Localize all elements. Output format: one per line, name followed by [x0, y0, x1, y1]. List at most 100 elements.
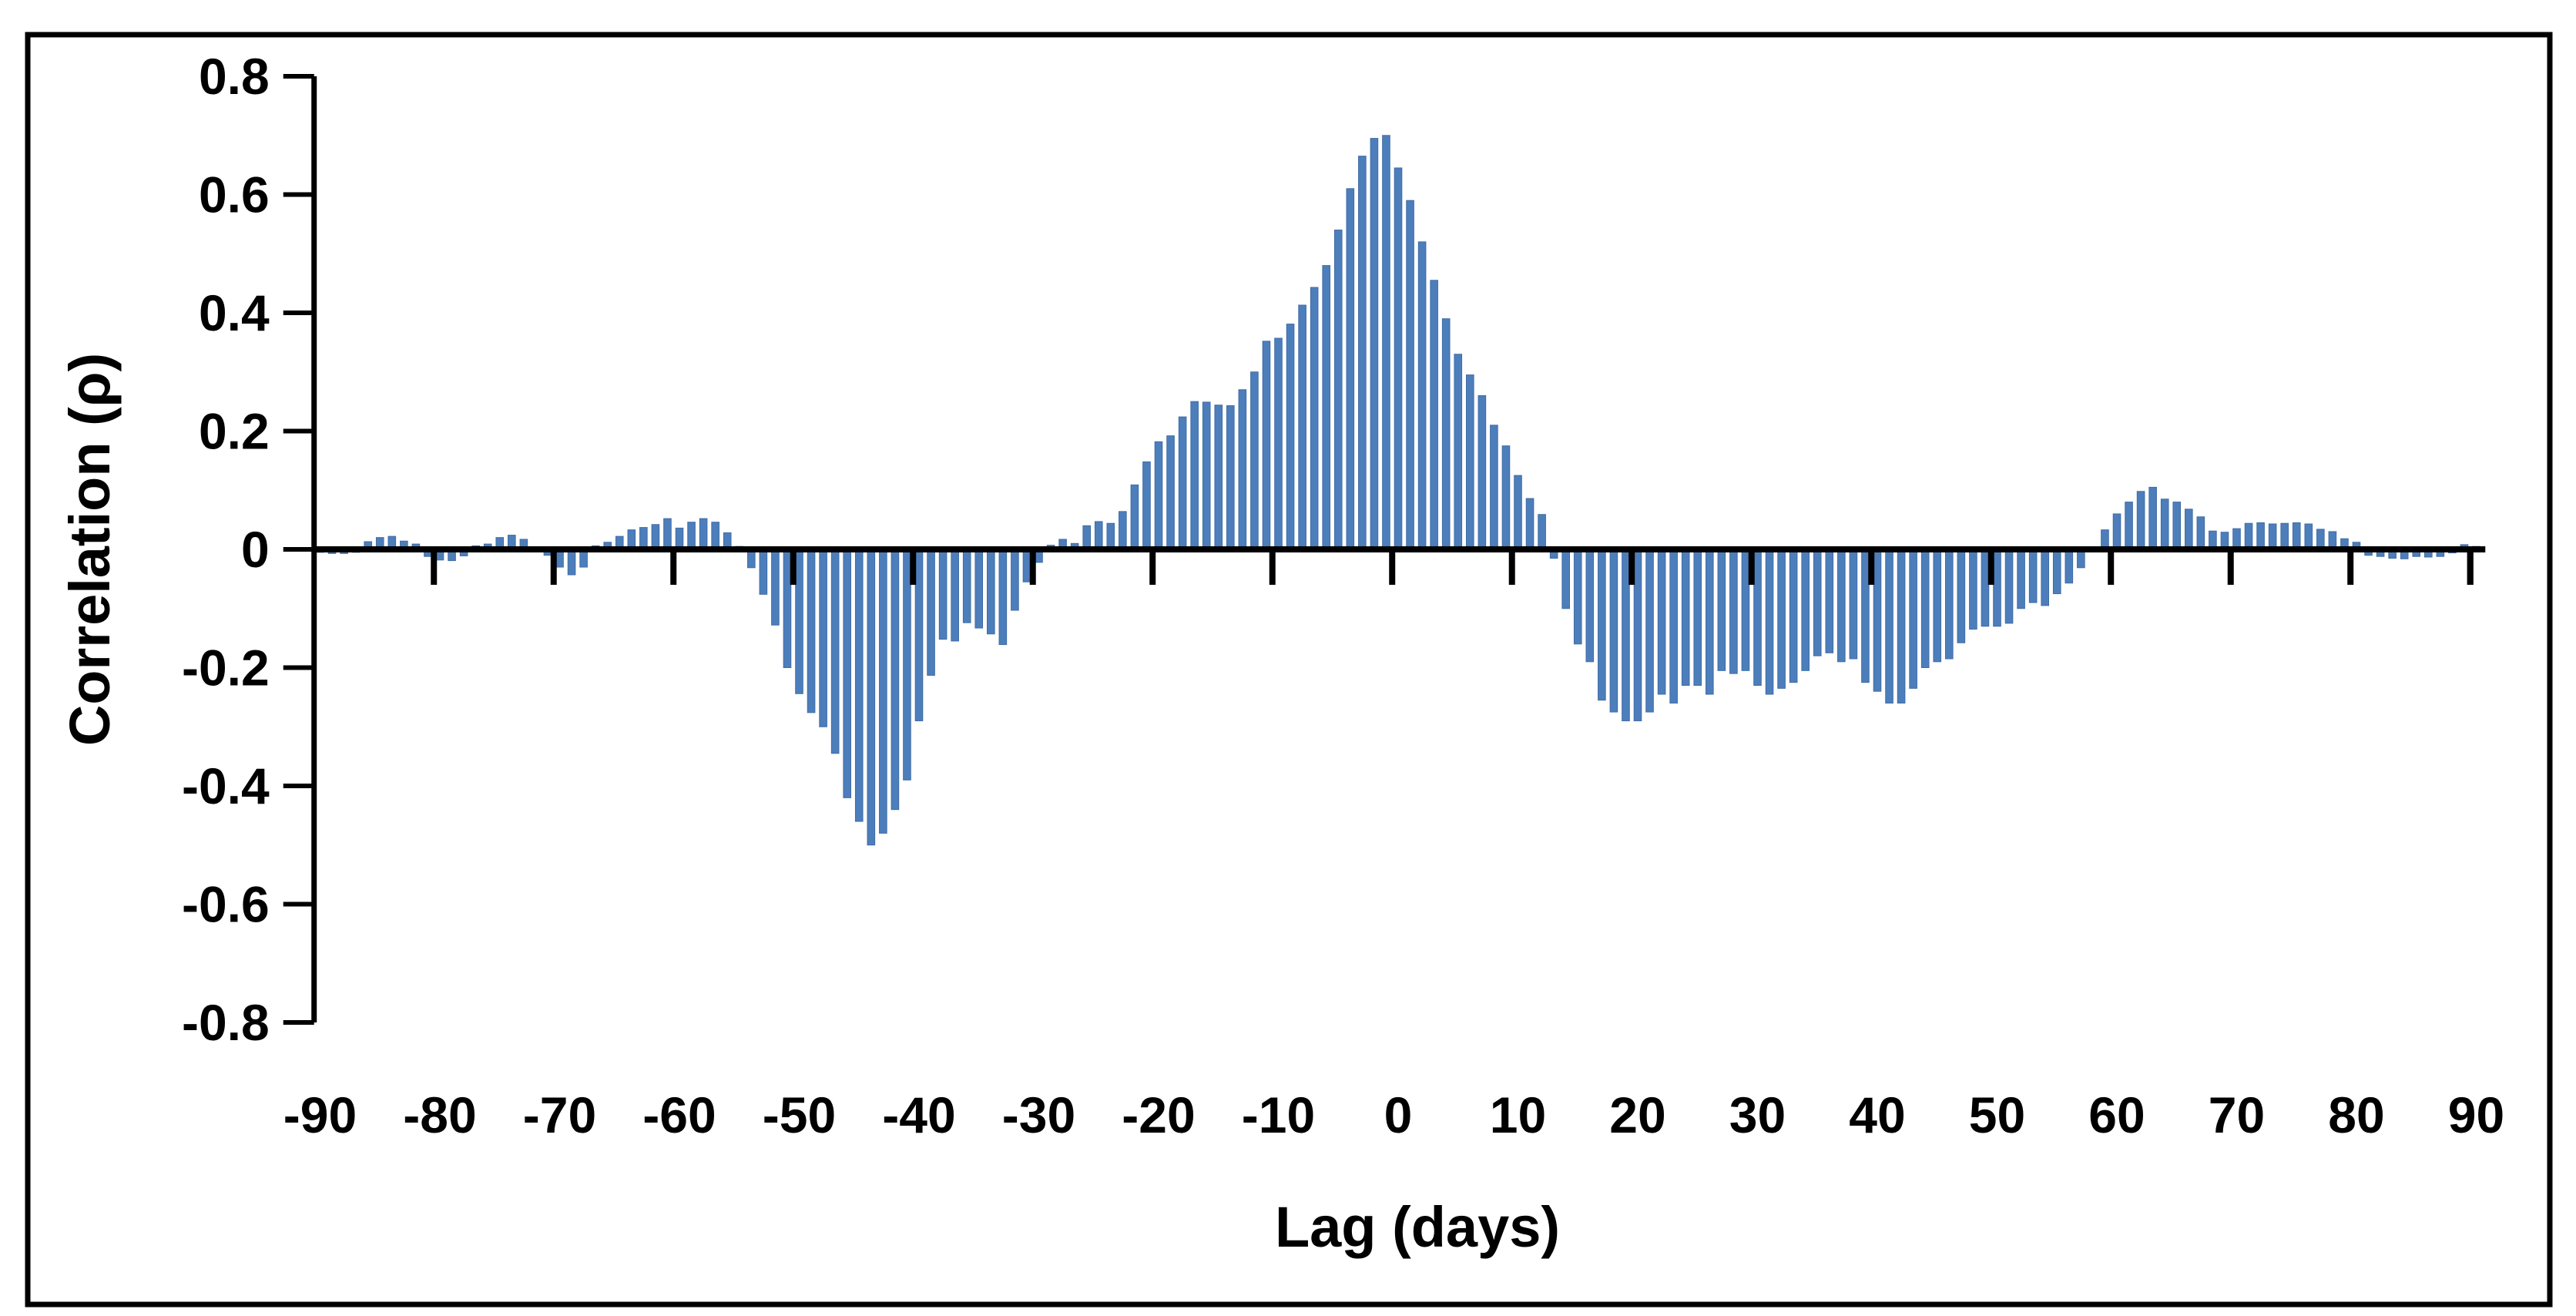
bar-lag-47 — [1957, 549, 1966, 643]
bar-lag-3 — [1430, 280, 1438, 550]
bar-lag--33 — [998, 549, 1008, 646]
bar-lag--60 — [675, 527, 684, 550]
bar-lag--21 — [1142, 461, 1151, 550]
bar-lag-56 — [2064, 549, 2074, 584]
bar-lag-36 — [1825, 549, 1834, 653]
bar-lag--36 — [962, 549, 971, 623]
x-tick-label: -60 — [642, 1086, 716, 1143]
bar-lag-9 — [1501, 445, 1511, 550]
bar-lag-20 — [1633, 549, 1642, 722]
bar-lag--57 — [711, 522, 719, 550]
bar-lag--69 — [567, 549, 576, 576]
bar-lag-1 — [1406, 200, 1414, 550]
bar-lag-38 — [1849, 549, 1858, 660]
bar-lag-45 — [1933, 549, 1942, 663]
bar-lag-71 — [2244, 522, 2253, 550]
bar-lag-21 — [1645, 549, 1654, 713]
bar-lag--18 — [1178, 416, 1187, 550]
bar-lag--3 — [1358, 156, 1367, 550]
bar-lag-18 — [1609, 549, 1618, 713]
bar-lag--39 — [927, 549, 935, 676]
bar-lag--46 — [843, 549, 852, 798]
bar-lag--22 — [1130, 484, 1139, 550]
bar-lag-7 — [1478, 394, 1487, 550]
x-tick-label: 80 — [2328, 1086, 2384, 1143]
y-tick-label: 0.6 — [199, 166, 270, 223]
x-tick-label: 50 — [1969, 1086, 2025, 1143]
bar-lag--50 — [795, 549, 803, 694]
bar-lag--25 — [1094, 521, 1103, 550]
x-tick-label: -80 — [403, 1086, 476, 1143]
bar-lag--17 — [1190, 401, 1199, 550]
bar-lag-12 — [1538, 514, 1546, 550]
bar-lag--1 — [1382, 135, 1390, 550]
bar-lag-5 — [1454, 354, 1463, 550]
bar-lag--51 — [783, 549, 792, 668]
bar-lag--4 — [1346, 188, 1355, 550]
bar-lag--16 — [1202, 401, 1211, 550]
bar-lag-39 — [1861, 549, 1870, 683]
bar-lag-60 — [2112, 513, 2122, 550]
bar-lag--8 — [1298, 304, 1306, 550]
x-tick-label: 20 — [1609, 1086, 1665, 1143]
bar-lag--58 — [699, 518, 708, 550]
bar-lag-42 — [1897, 549, 1906, 704]
bar-lag--37 — [951, 549, 959, 642]
x-tick-label: -30 — [1002, 1086, 1075, 1143]
bar-lag--63 — [639, 527, 648, 550]
bar-lag-16 — [1585, 549, 1595, 663]
bar-lag--23 — [1119, 511, 1127, 550]
bar-lag--12 — [1250, 371, 1259, 550]
bar-lag-67 — [2196, 516, 2205, 550]
bar-lag-62 — [2136, 491, 2145, 550]
y-tick-label: -0.6 — [182, 876, 270, 933]
bar-lag--26 — [1082, 525, 1092, 550]
bar-lag-44 — [1920, 549, 1930, 668]
bar-lag-2 — [1417, 241, 1427, 550]
bar-lag-35 — [1813, 549, 1822, 656]
bar-lag-6 — [1466, 374, 1474, 550]
chart-frame — [25, 32, 2553, 1308]
y-tick-label: 0.8 — [199, 48, 270, 105]
x-tick-label: -40 — [882, 1086, 955, 1143]
bar-lag-31 — [1765, 549, 1774, 695]
bar-lag--19 — [1166, 435, 1175, 550]
bar-lag-0 — [1394, 167, 1403, 550]
bar-lag-70 — [2232, 528, 2241, 550]
x-tick-label: 90 — [2448, 1086, 2504, 1143]
bar-lag-52 — [2017, 549, 2025, 609]
bar-lag--7 — [1310, 287, 1319, 550]
bar-lag-53 — [2028, 549, 2038, 603]
bar-lag--34 — [987, 549, 995, 635]
bar-lag-48 — [1969, 549, 1977, 630]
bar-lag-19 — [1622, 549, 1630, 722]
bar-lag-74 — [2280, 522, 2289, 550]
bar-lag--10 — [1274, 337, 1283, 550]
y-tick-label: 0 — [241, 521, 270, 578]
bar-lag-26 — [1706, 549, 1714, 695]
bar-lag-30 — [1753, 549, 1762, 687]
bar-lag-40 — [1873, 549, 1882, 692]
bar-lag-49 — [1981, 549, 1990, 627]
bar-lag--59 — [687, 522, 696, 550]
x-tick-label: 70 — [2209, 1086, 2265, 1143]
bar-lag-17 — [1598, 549, 1606, 701]
bar-lag-32 — [1777, 549, 1786, 689]
bar-lag--20 — [1154, 441, 1163, 550]
bar-lag--61 — [663, 518, 672, 550]
bar-lag--2 — [1370, 138, 1379, 550]
bar-lag--38 — [938, 549, 948, 640]
bar-lag-33 — [1789, 549, 1798, 683]
bar-lag--53 — [759, 549, 768, 595]
bar-lag-50 — [1993, 549, 2001, 627]
bar-lag--13 — [1238, 389, 1247, 550]
bar-lag-24 — [1681, 549, 1690, 687]
bar-lag--14 — [1226, 405, 1235, 550]
bar-lag-54 — [2041, 549, 2049, 606]
x-tick-label: -70 — [523, 1086, 596, 1143]
y-tick-label: -0.4 — [182, 757, 270, 814]
x-tick-label: -50 — [763, 1086, 836, 1143]
x-tick-label: 40 — [1849, 1086, 1905, 1143]
bar-lag-72 — [2256, 522, 2265, 550]
x-axis-title: Lag (days) — [1275, 1195, 1560, 1259]
